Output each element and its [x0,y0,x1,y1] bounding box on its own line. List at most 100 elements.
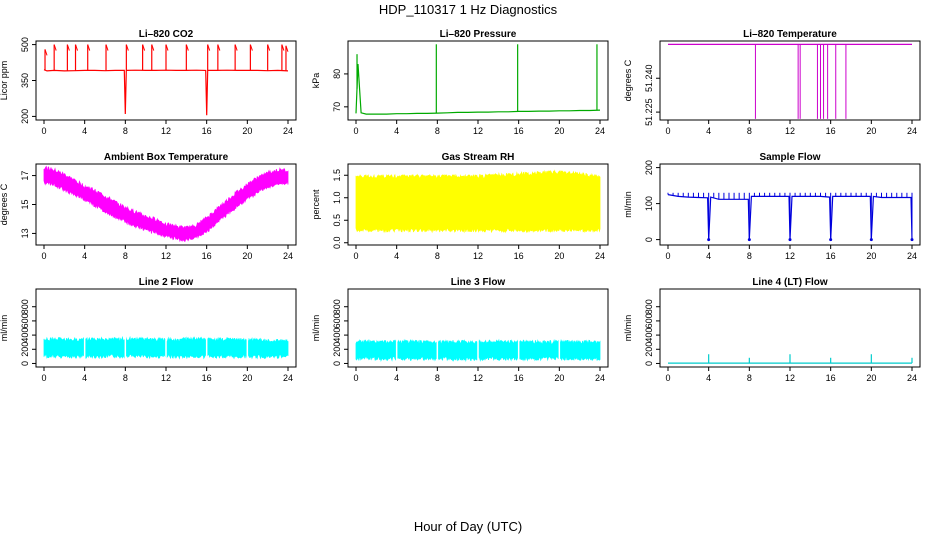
x-tick-label: 24 [595,126,605,136]
figure-title: HDP_110317 1 Hz Diagnostics [379,2,558,17]
x-tick-label: 8 [435,251,440,261]
y-axis-label: Licor ppm [0,61,9,101]
chart-title: Li–820 Pressure [440,29,517,40]
spike-tail [66,44,70,51]
y-tick-label: 80 [332,69,342,79]
y-tick-label: 17 [20,171,30,181]
chart-title: Gas Stream RH [442,152,515,163]
y-tick-label: 500 [20,37,30,52]
chart-title: Line 4 (LT) Flow [752,277,828,288]
y-axis-label: degrees C [623,59,633,101]
y-tick-label: 0 [332,361,342,366]
chart-panel-4: Ambient Box Temperature degrees C 0 4 8 12 16 2… [0,152,297,261]
spike-tail [87,44,91,51]
x-tick-label: 12 [473,251,483,261]
y-tick-label: 0.0 [332,236,342,249]
x-tick-label: 8 [435,373,440,383]
y-tick-label: 0 [20,361,30,366]
x-tick-label: 24 [907,373,917,383]
y-tick-label: 800 [20,299,30,314]
chart-title: Li–820 Temperature [743,29,837,40]
y-tick-label: 13 [20,228,30,238]
x-tick-label: 4 [394,373,399,383]
x-tick-label: 8 [747,126,752,136]
x-tick-label: 0 [665,251,670,261]
x-tick-label: 24 [595,251,605,261]
spike-tail [151,44,155,51]
series-line [355,63,601,115]
x-tick-label: 16 [826,373,836,383]
dip-point [869,238,873,242]
y-tick-label: 0 [644,237,654,242]
spike-tail [207,44,211,51]
spike-tail [267,44,271,51]
chart-title: Line 3 Flow [451,277,506,288]
x-tick-label: 4 [82,251,87,261]
x-tick-label: 20 [554,126,564,136]
x-tick-label: 24 [283,373,293,383]
y-axis-label: ml/min [623,315,633,342]
chart-panel-3: Li–820 Temperature degrees C 0 4 8 12 16 20 24 51… [623,29,921,136]
x-tick-label: 16 [202,251,212,261]
y-axis-label: ml/min [0,315,9,342]
y-axis-label: ml/min [623,191,633,218]
x-tick-label: 0 [353,126,358,136]
chart-panel-1: Li–820 CO2 Licor ppm 0 4 8 12 16 20 24 200 350 500 [0,29,297,136]
x-tick-label: 20 [866,373,876,383]
spike-tail [165,44,169,51]
y-tick-label: 400 [644,328,654,343]
x-tick-label: 0 [353,251,358,261]
x-tick-label: 16 [826,126,836,136]
x-tick-label: 0 [665,126,670,136]
data-layer [43,335,289,360]
data-layer [43,44,289,116]
data-layer [43,165,289,243]
chart-panel-2: Li–820 Pressure kPa 0 4 8 12 16 20 24 70 80 [311,29,609,136]
chart-panel-7: Line 2 Flow ml/min 0 4 8 12 16 20 24 0 20040060080… [0,277,297,383]
y-tick-label: 200 [332,342,342,357]
dip-point [747,238,751,242]
x-tick-label: 8 [123,126,128,136]
x-tick-label: 16 [514,251,524,261]
y-tick-label: 800 [332,299,342,314]
figure-xlabel: Hour of Day (UTC) [414,519,522,534]
spike-tail [75,44,78,51]
y-tick-label: 200 [20,109,30,124]
y-tick-label: 200 [20,342,30,357]
x-tick-label: 4 [706,251,711,261]
x-tick-label: 4 [706,126,711,136]
data-layer [668,43,912,119]
x-tick-label: 24 [283,126,293,136]
y-tick-label: 1.5 [332,169,342,182]
x-tick-label: 0 [41,251,46,261]
y-tick-label: 70 [332,102,342,112]
spike-tail [234,44,238,51]
chart-panel-9: Line 4 (LT) Flow ml/min 0 4 8 12 16 20 24 0 200400… [623,277,921,383]
x-tick-label: 0 [41,126,46,136]
y-tick-label: 400 [332,328,342,343]
y-tick-label: 0.5 [332,214,342,227]
spike-tail [142,44,146,51]
y-axis-label: ml/min [311,315,321,342]
y-tick-label: 51.225 [644,98,654,126]
plot-frame [347,40,609,121]
y-tick-label: 350 [20,73,30,88]
series-band [355,169,601,234]
x-tick-label: 16 [826,251,836,261]
y-tick-label: 800 [644,299,654,314]
x-tick-label: 4 [394,126,399,136]
y-tick-label: 400 [20,328,30,343]
x-tick-label: 20 [554,251,564,261]
spike-tail [281,44,285,51]
x-tick-label: 12 [785,373,795,383]
chart-title: Line 2 Flow [139,277,194,288]
y-axis-label: degrees C [0,183,9,225]
y-tick-label: 100 [644,196,654,211]
y-tick-label: 600 [644,313,654,328]
x-tick-label: 12 [161,251,171,261]
chart-panel-6: Sample Flow ml/min 0 4 8 12 16 20 24 0 100 200 [623,152,921,261]
chart-title: Ambient Box Temperature [104,152,229,163]
spike-tail [53,44,57,51]
